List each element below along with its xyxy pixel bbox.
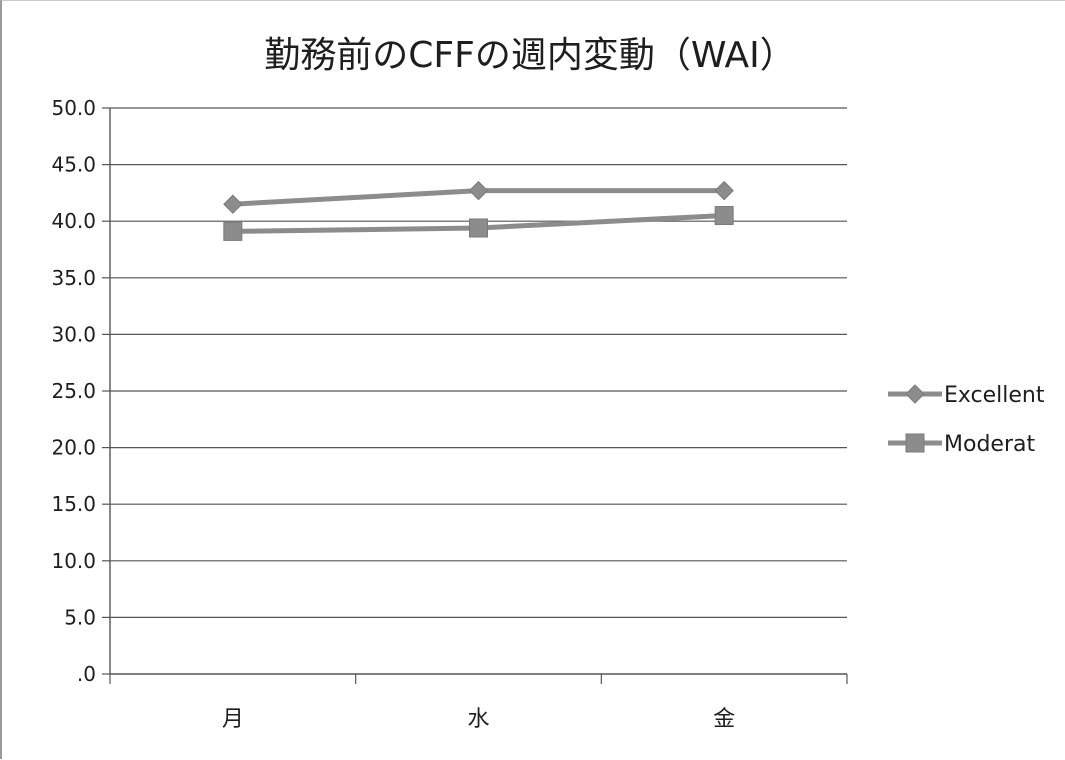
y-tick-label: 20.0 bbox=[51, 436, 96, 460]
gridlines bbox=[110, 107, 847, 619]
y-axis-tick-labels: 50.0 45.0 40.0 35.0 30.0 25.0 20.0 15.0 10.0 5.0.… bbox=[51, 96, 96, 686]
legend-diamond-marker bbox=[905, 384, 925, 404]
y-tick-label: 40.0 bbox=[51, 209, 96, 233]
series-lines bbox=[223, 180, 734, 241]
y-tick-label: 30.0 bbox=[51, 322, 96, 346]
legend-label: Moderat bbox=[944, 432, 1035, 457]
legend-square-marker bbox=[905, 433, 925, 453]
x-category-label: 月 bbox=[222, 707, 244, 732]
chart-title: 勤務前のCFFの週内変動（WAI） bbox=[264, 35, 795, 76]
data-point-excellent bbox=[468, 180, 489, 201]
data-point-moderat bbox=[223, 221, 243, 241]
x-category-label: 金 bbox=[713, 707, 735, 732]
data-point-excellent bbox=[223, 194, 243, 214]
legend-label: Excellent bbox=[944, 383, 1045, 408]
data-point-moderat bbox=[469, 218, 488, 238]
y-tick-label: 35.0 bbox=[51, 266, 96, 290]
legend: Excellent Moderat bbox=[888, 383, 1045, 457]
data-point-moderat bbox=[714, 206, 734, 226]
y-tick-label: 25.0 bbox=[51, 379, 96, 403]
y-tick-label: 10.0 bbox=[51, 549, 96, 573]
y-tick-label: 5.0 bbox=[64, 605, 96, 629]
y-tick-label: 45.0 bbox=[51, 153, 96, 177]
x-axis-category-labels: 月水金 bbox=[222, 707, 735, 732]
axes bbox=[102, 107, 848, 684]
y-tick-label: 50.0 bbox=[51, 96, 96, 120]
y-tick-label: .0 bbox=[77, 662, 96, 686]
y-tick-label: 15.0 bbox=[51, 492, 96, 516]
data-point-excellent bbox=[714, 180, 734, 201]
x-category-label: 水 bbox=[467, 707, 489, 732]
